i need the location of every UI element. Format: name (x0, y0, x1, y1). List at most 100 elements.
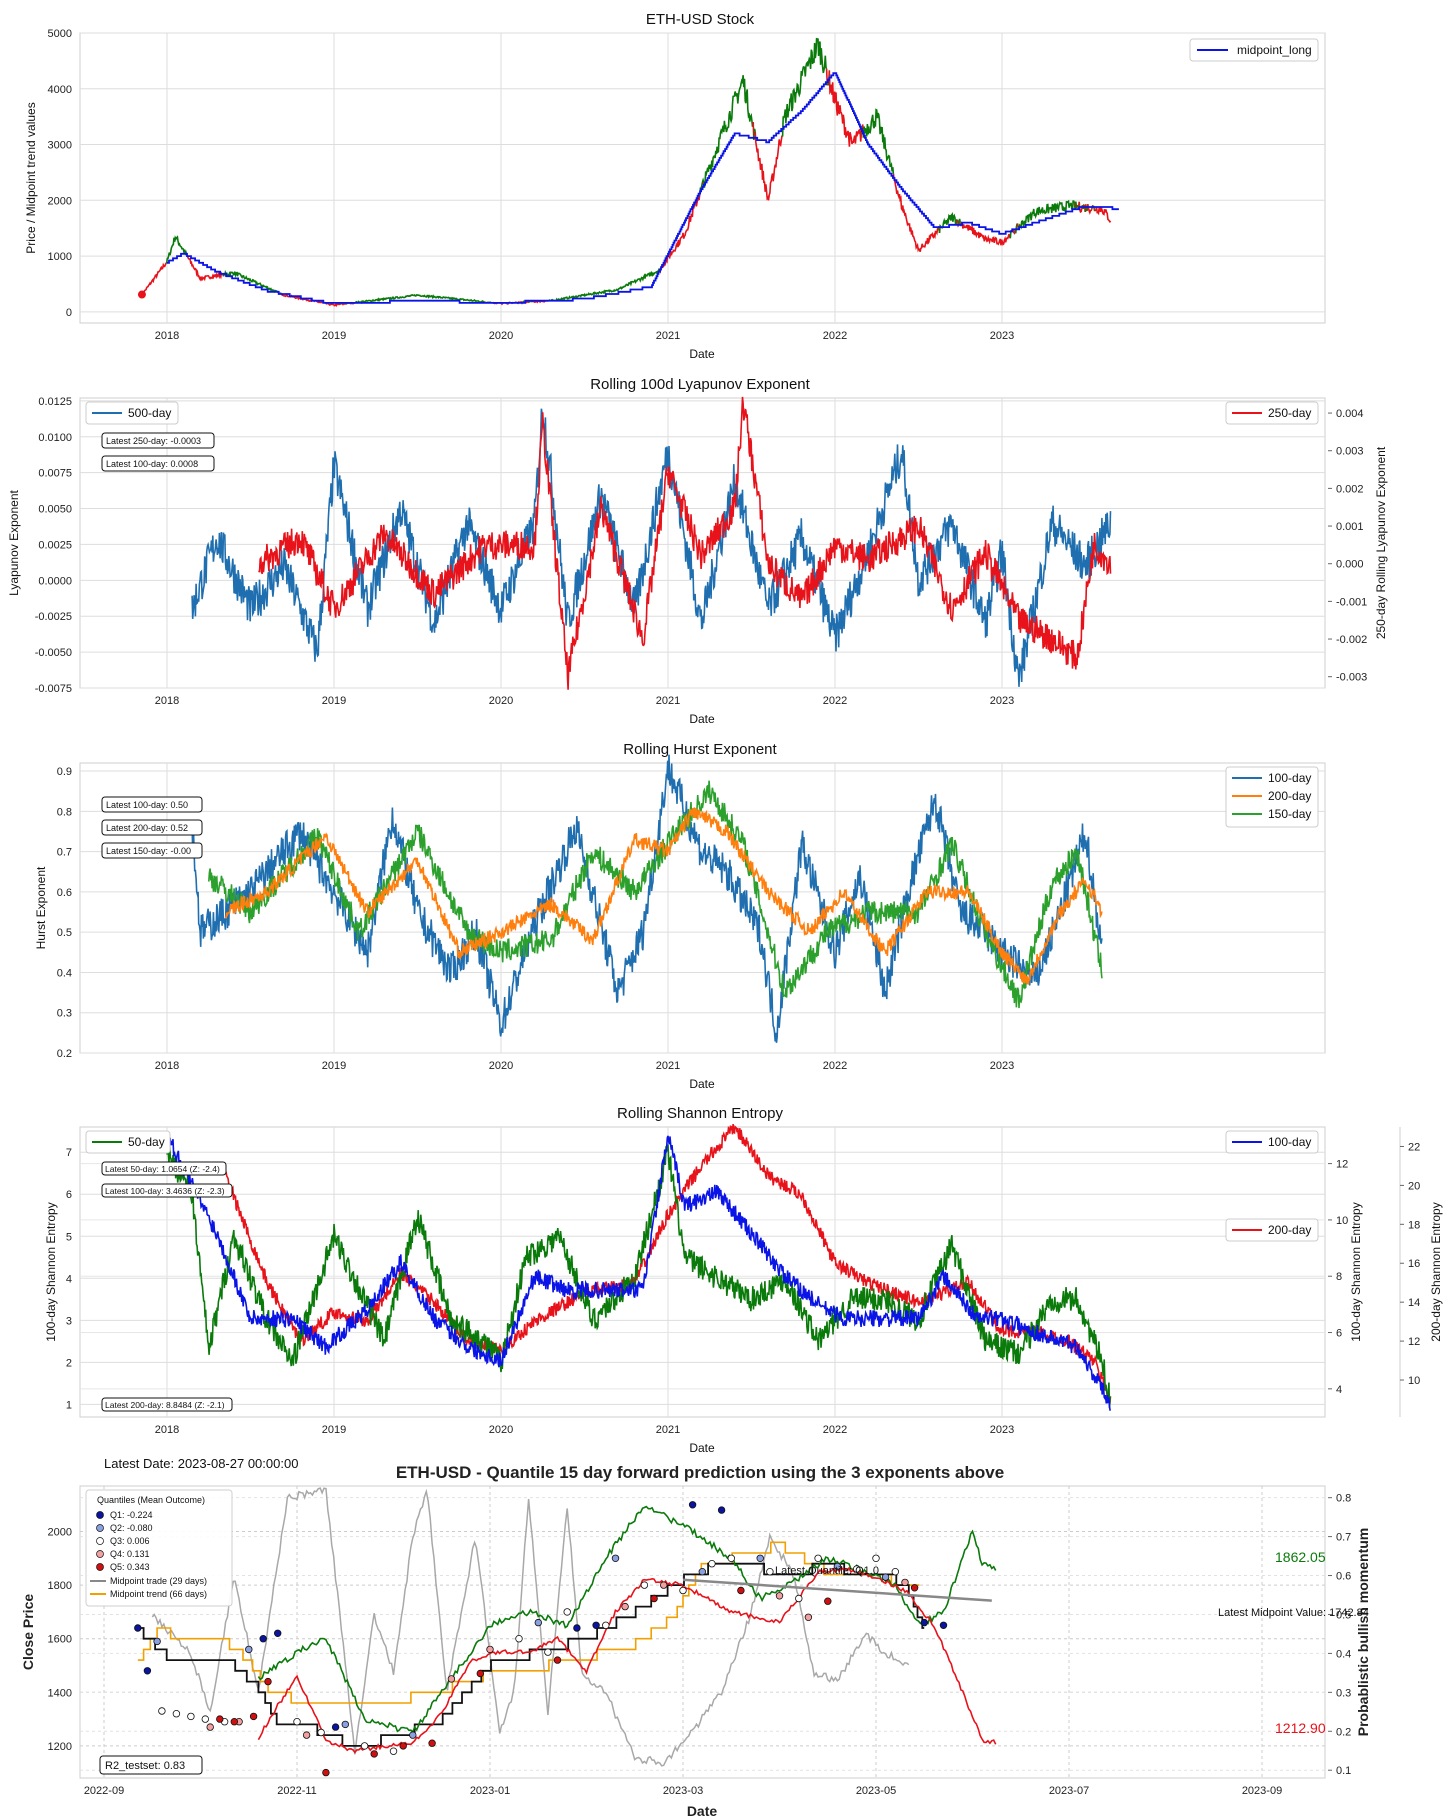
quantile-point-q2 (833, 1562, 842, 1571)
legend-label-entropy-50: 50-day (128, 1135, 165, 1149)
x-tick-label: 2023-01 (470, 1785, 510, 1797)
quantile-point-q1 (274, 1629, 282, 1637)
quantile-point-q4 (660, 1581, 668, 1589)
y-tick-label: 2 (66, 1357, 72, 1369)
x-tick-label: 2022 (823, 330, 847, 342)
x-tick-label: 2023-07 (1049, 1785, 1089, 1797)
legend-q2: Q2: -0.080 (110, 1523, 153, 1533)
x-tick-label: 2022 (823, 1424, 847, 1436)
quantile-point-q1 (920, 1618, 928, 1627)
quantile-point-q4 (206, 1723, 214, 1731)
price-line-green (958, 218, 961, 226)
x-tick-label: 2023-03 (663, 1785, 703, 1797)
panel-quantile-ylabel: Close Price (20, 1594, 36, 1670)
panel-hurst-legend: 100-day 200-day 150-day (1225, 766, 1319, 828)
hurst-annotation-200: Latest 200-day: 0.52 (101, 819, 203, 836)
y-tick-label: 1600 (48, 1634, 72, 1646)
quantile-point-q3 (795, 1594, 803, 1603)
x-tick-label: 2019 (322, 695, 346, 707)
quantile-point-q5 (322, 1768, 330, 1777)
quantile-point-q3 (293, 1717, 301, 1726)
x-tick-label: 2023 (990, 1424, 1014, 1436)
right-tick-label: 10 (1408, 1375, 1420, 1387)
x-tick-label: 2021 (656, 330, 680, 342)
hurst-annotation-150: Latest 150-day: -0.00 (101, 842, 203, 859)
panel-entropy-legend-200: 200-day (1225, 1218, 1319, 1242)
panel-quantile-title: ETH-USD - Quantile 15 day forward predic… (396, 1463, 1004, 1482)
quantile-point-q3 (563, 1608, 571, 1616)
lyapunov-annotation-250: Latest 250-day: -0.0003 (101, 432, 215, 449)
legend-label-entropy-100: 100-day (1268, 1135, 1311, 1149)
hurst-200-day-line (224, 807, 1103, 985)
price-black-line (137, 1562, 925, 1747)
x-tick-label: 2020 (489, 330, 513, 342)
quantile-point-q1 (939, 1621, 948, 1629)
quantile-point-q5 (824, 1597, 832, 1605)
quantile-point-q2 (153, 1637, 161, 1646)
panel-quantile-plot: 2022-09 2022-11 2023-01 2023-03 2023-05 2023-… (48, 1486, 1351, 1797)
quantile-point-q4 (901, 1578, 909, 1587)
quantile-point-q4 (302, 1731, 311, 1739)
y-tick-label: 7 (66, 1147, 72, 1159)
panel-hurst-ylabel: Hurst Exponent (34, 866, 48, 949)
x-tick-label: 2019 (322, 330, 346, 342)
panel-hurst-xlabel: Date (689, 1077, 715, 1091)
y-tick-label: 0.7 (57, 847, 72, 859)
y-tick-label: 0.0125 (38, 396, 72, 408)
x-tick-label: 2020 (489, 695, 513, 707)
panel-entropy-legend-50: 50-day (85, 1130, 171, 1154)
y-tick-label: 5 (66, 1231, 72, 1243)
right-tick-label: -0.003 (1336, 672, 1367, 684)
x-tick-label: 2020 (489, 1060, 513, 1072)
panel-entropy-xlabel: Date (689, 1441, 715, 1455)
svg-text:Latest 50-day: 1.0654 (Z: -2.4: Latest 50-day: 1.0654 (Z: -2.4) (105, 1164, 220, 1174)
price-line-green (339, 303, 342, 306)
price-line-green (224, 269, 279, 294)
x-tick-label: 2023 (990, 1060, 1014, 1072)
quantile-point-q3 (389, 1747, 398, 1755)
y-tick-label: 1 (66, 1399, 72, 1411)
lyapunov-500-day-line (191, 408, 1112, 687)
panel-quantile-xlabel: Date (687, 1803, 718, 1819)
quantile-point-q5 (370, 1750, 378, 1758)
price-line-green (354, 293, 486, 305)
quantile-point-q3 (679, 1586, 687, 1595)
legend-q4: Q4: 0.131 (110, 1549, 150, 1559)
legend-label-entropy-200: 200-day (1268, 1223, 1311, 1237)
quantile-point-q2 (341, 1720, 349, 1729)
y-tick-label: 0.0000 (38, 575, 72, 587)
panel-entropy: Rolling Shannon Entropy 2018 2019 2020 2021… (44, 1105, 1443, 1455)
quantile-point-q1 (688, 1501, 697, 1509)
y-tick-label: 4 (66, 1273, 72, 1285)
panel-hurst-title: Rolling Hurst Exponent (623, 741, 777, 758)
quantile-point-q3 (766, 1567, 774, 1576)
x-tick-label: 2023-05 (856, 1785, 896, 1797)
quantile-point-q3 (360, 1742, 369, 1750)
entropy-annotation-200: Latest 200-day: 8.8484 (Z: -2.1) (101, 1397, 233, 1412)
right-tick-label: 20 (1408, 1180, 1420, 1192)
panel-lyapunov-legend-right: 250-day (1225, 401, 1319, 425)
quantile-latest-quantile: Latest Quantile: Q1.0 (775, 1565, 879, 1577)
y-tick-label: 2000 (48, 1527, 72, 1539)
legend-label-500-day: 500-day (128, 406, 171, 420)
quantile-point-q3 (544, 1648, 552, 1656)
quantile-point-q5 (264, 1677, 272, 1686)
y-tick-label: 0.9 (57, 766, 72, 778)
svg-text:Latest 200-day: 8.8484 (Z: -2.: Latest 200-day: 8.8484 (Z: -2.1) (105, 1400, 225, 1410)
y-tick-label: 6 (66, 1189, 72, 1201)
right-tick-label: 0.7 (1336, 1532, 1351, 1544)
quantile-point-q5 (399, 1742, 407, 1750)
quantile-forecast-high: 1862.05 (1275, 1549, 1326, 1565)
legend-midpoint-trend: Midpoint trend (66 days) (110, 1589, 207, 1599)
x-tick-label: 2019 (322, 1424, 346, 1436)
y-tick-label: 0.0075 (38, 468, 72, 480)
right-tick-label: 8 (1336, 1271, 1342, 1283)
legend-label-hurst-200: 200-day (1268, 789, 1311, 803)
bullish-momentum-line (151, 1487, 910, 1767)
y-tick-label: 1200 (48, 1741, 72, 1753)
panel-entropy-frame (79, 1126, 1326, 1418)
quantile-point-q1 (331, 1723, 340, 1731)
x-tick-label: 2018 (155, 330, 179, 342)
price-line-green (555, 268, 661, 302)
quantile-point-q3 (640, 1581, 649, 1589)
